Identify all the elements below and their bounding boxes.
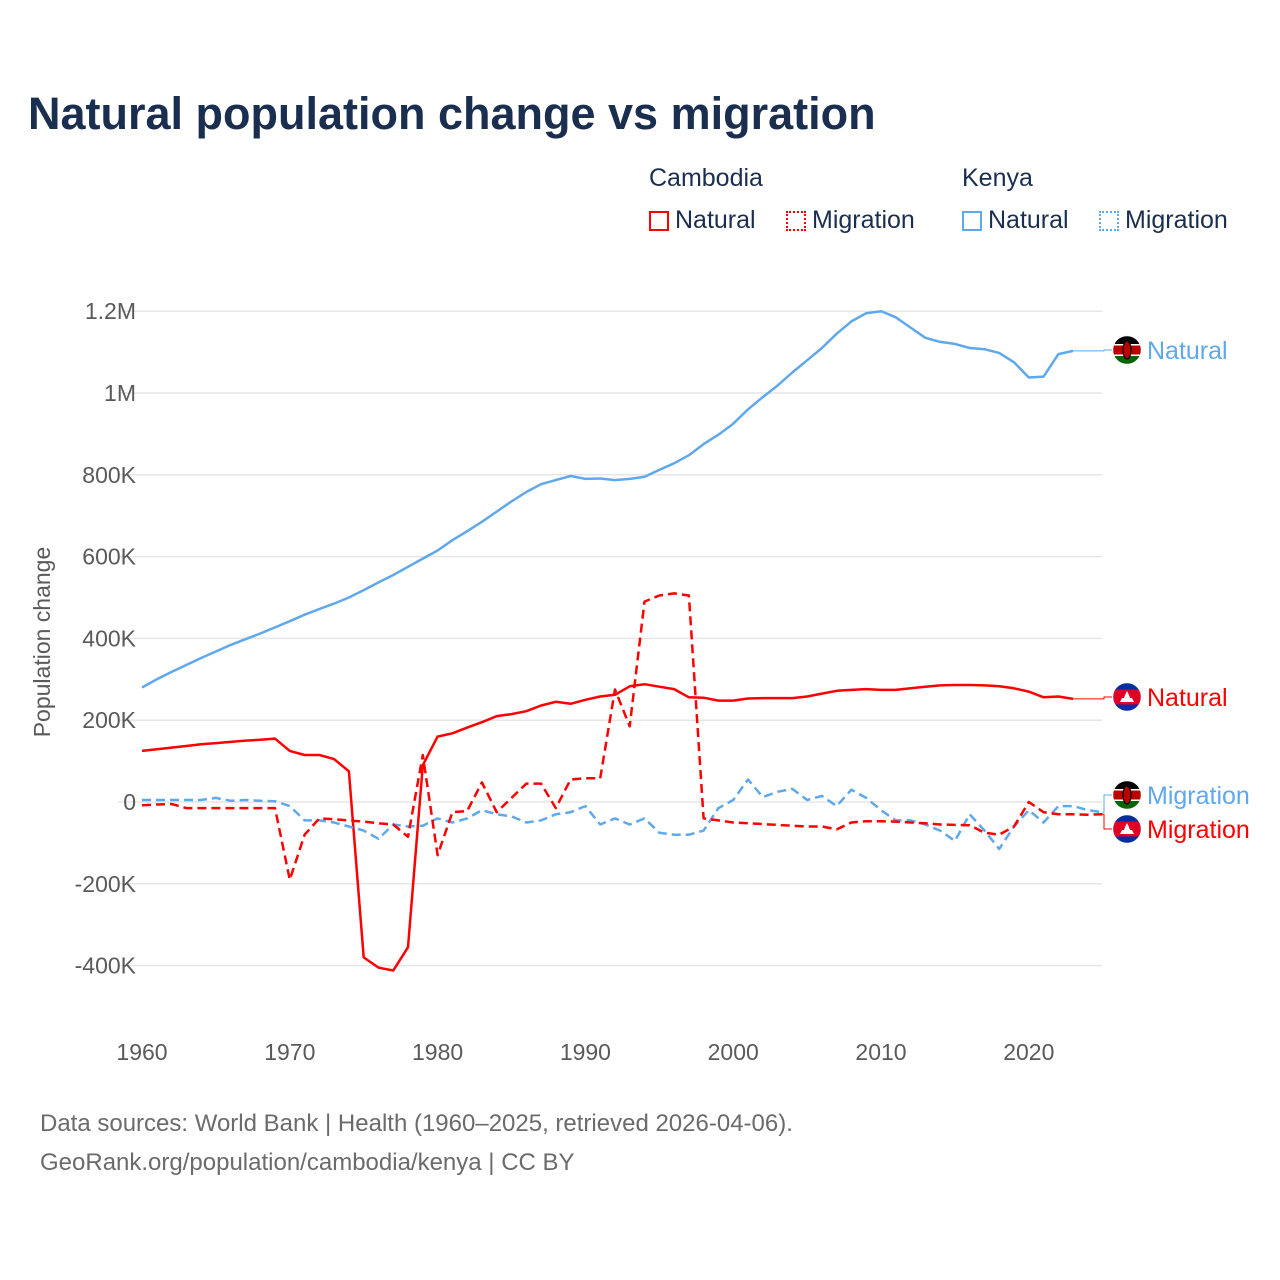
flag-border bbox=[1112, 682, 1142, 712]
legend-label: Natural bbox=[988, 206, 1069, 234]
y-tick-label: -400K bbox=[75, 953, 137, 979]
x-tick-label: 1980 bbox=[412, 1039, 463, 1065]
x-tick-label: 2000 bbox=[708, 1039, 759, 1065]
label-connector bbox=[1073, 349, 1112, 352]
flag-shield bbox=[1122, 785, 1132, 805]
kenya-flag-icon bbox=[1112, 335, 1142, 365]
series-line-kenya-natural bbox=[141, 309, 1074, 689]
flag-shield bbox=[1122, 340, 1132, 360]
x-tick-label: 1960 bbox=[116, 1039, 167, 1065]
footer-sources: Data sources: World Bank | Health (1960–… bbox=[40, 1110, 793, 1137]
end-label: Natural bbox=[1147, 684, 1228, 712]
legend-group-cambodia: Cambodia bbox=[649, 164, 763, 192]
series-line-kenya-migration bbox=[142, 778, 1103, 851]
label-connector bbox=[1102, 813, 1112, 830]
y-tick-label: 400K bbox=[82, 625, 136, 651]
series-line-cambodia-migration bbox=[141, 592, 1103, 881]
flag-border bbox=[1112, 780, 1142, 810]
cambodia-flag-icon bbox=[1112, 814, 1142, 844]
legend-swatch-dotted bbox=[786, 210, 806, 231]
end-label: Natural bbox=[1147, 337, 1228, 365]
flag-border bbox=[1112, 814, 1142, 844]
legend-label: Migration bbox=[812, 206, 915, 234]
legend-item-cambodia-natural[interactable]: Natural bbox=[649, 206, 756, 235]
y-tick-label: 800K bbox=[82, 462, 136, 488]
x-tick-label: 1970 bbox=[264, 1039, 315, 1065]
kenya-flag-icon bbox=[1112, 780, 1142, 810]
flag-body bbox=[1113, 815, 1141, 843]
legend-label: Natural bbox=[675, 206, 756, 234]
flag-body bbox=[1113, 336, 1141, 364]
y-tick-label: 1.2M bbox=[85, 298, 136, 324]
legend-item-cambodia-migration[interactable]: Migration bbox=[786, 206, 915, 235]
footer-attribution[interactable]: GeoRank.org/population/cambodia/kenya | … bbox=[40, 1149, 575, 1176]
x-tick-label: 1990 bbox=[560, 1039, 611, 1065]
legend-item-kenya-natural[interactable]: Natural bbox=[962, 206, 1069, 235]
flag-temple bbox=[1120, 823, 1134, 834]
end-label: Migration bbox=[1147, 816, 1250, 844]
flag-body bbox=[1113, 781, 1141, 809]
label-connector bbox=[1073, 696, 1112, 700]
y-tick-label: 1M bbox=[104, 380, 136, 406]
x-tick-label: 2020 bbox=[1003, 1039, 1054, 1065]
y-tick-label: -200K bbox=[75, 871, 137, 897]
legend-swatch-dotted bbox=[1099, 210, 1119, 231]
x-tick-label: 2010 bbox=[855, 1039, 906, 1065]
legend-label: Migration bbox=[1125, 206, 1228, 234]
legend-swatch-solid bbox=[962, 210, 982, 231]
y-tick-label: 200K bbox=[82, 707, 136, 733]
chart-title: Natural population change vs migration bbox=[28, 88, 876, 139]
legend-swatch-solid bbox=[649, 210, 669, 231]
flag-border bbox=[1112, 335, 1142, 365]
legend-group-kenya: Kenya bbox=[962, 164, 1033, 192]
end-label: Migration bbox=[1147, 782, 1250, 810]
label-connector bbox=[1102, 794, 1112, 813]
flag-body bbox=[1113, 683, 1141, 711]
series-line-cambodia-natural bbox=[141, 682, 1074, 972]
flag-temple bbox=[1120, 691, 1134, 702]
y-tick-label: 0 bbox=[123, 789, 136, 815]
y-tick-label: 600K bbox=[82, 544, 136, 570]
cambodia-flag-icon bbox=[1112, 682, 1142, 712]
y-axis-label: Population change bbox=[29, 547, 55, 738]
legend-item-kenya-migration[interactable]: Migration bbox=[1099, 206, 1228, 235]
